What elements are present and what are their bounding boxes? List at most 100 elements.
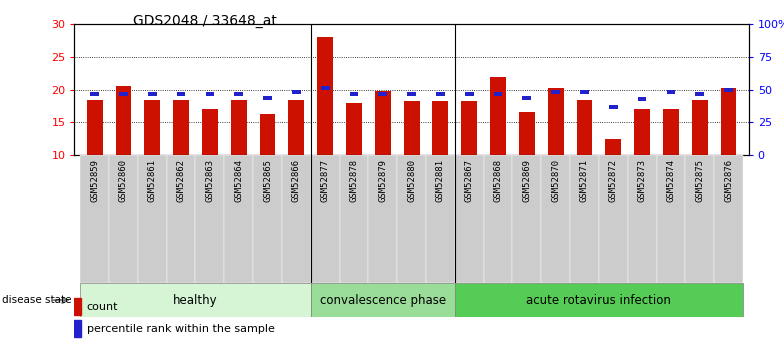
Bar xyxy=(628,155,656,283)
Text: GSM52875: GSM52875 xyxy=(695,159,704,202)
Bar xyxy=(714,155,743,283)
Bar xyxy=(339,155,368,283)
Bar xyxy=(461,101,477,221)
Text: GSM52877: GSM52877 xyxy=(321,159,329,202)
Bar xyxy=(656,155,685,283)
Text: GSM52868: GSM52868 xyxy=(494,159,503,202)
Bar xyxy=(119,92,128,96)
Bar xyxy=(321,86,329,90)
Text: GSM52860: GSM52860 xyxy=(119,159,128,202)
Bar xyxy=(436,92,445,96)
Bar xyxy=(80,155,109,283)
Bar xyxy=(318,37,333,221)
Bar xyxy=(609,105,618,109)
Bar xyxy=(350,92,358,96)
Bar xyxy=(513,155,541,283)
Bar xyxy=(202,109,218,221)
Bar xyxy=(519,112,535,221)
Bar xyxy=(548,88,564,221)
Text: GSM52872: GSM52872 xyxy=(609,159,618,202)
Bar xyxy=(663,109,679,221)
Bar xyxy=(230,99,247,221)
Text: GSM52871: GSM52871 xyxy=(580,159,589,202)
Bar xyxy=(195,155,224,283)
Bar xyxy=(691,99,708,221)
Text: count: count xyxy=(87,302,118,312)
Bar xyxy=(407,92,416,96)
Bar xyxy=(433,101,448,221)
Bar xyxy=(282,155,310,283)
Bar xyxy=(109,155,138,283)
Bar xyxy=(346,103,362,221)
Bar xyxy=(289,99,304,221)
Bar xyxy=(541,155,570,283)
Text: convalescence phase: convalescence phase xyxy=(320,294,446,307)
Bar xyxy=(253,155,282,283)
Bar xyxy=(167,155,195,283)
Bar xyxy=(551,90,560,94)
Bar xyxy=(522,96,532,99)
Bar xyxy=(74,298,82,315)
Text: GDS2048 / 33648_at: GDS2048 / 33648_at xyxy=(133,14,278,28)
Bar xyxy=(379,92,387,96)
Bar xyxy=(634,109,650,221)
Text: GSM52873: GSM52873 xyxy=(637,159,647,202)
Bar xyxy=(720,88,736,221)
Text: GSM52859: GSM52859 xyxy=(90,159,99,202)
Bar xyxy=(176,92,186,96)
Text: GSM52869: GSM52869 xyxy=(522,159,532,202)
Text: GSM52862: GSM52862 xyxy=(176,159,186,202)
Bar xyxy=(605,139,621,221)
Bar xyxy=(80,283,310,317)
Text: GSM52864: GSM52864 xyxy=(234,159,243,202)
Bar xyxy=(724,88,733,92)
Bar xyxy=(490,77,506,221)
Text: GSM52876: GSM52876 xyxy=(724,159,733,202)
Bar xyxy=(310,283,455,317)
Bar xyxy=(465,92,474,96)
Bar xyxy=(74,320,82,337)
Bar xyxy=(115,86,132,221)
Bar xyxy=(455,155,484,283)
Bar xyxy=(685,155,714,283)
Text: disease state: disease state xyxy=(2,295,72,305)
Text: GSM52863: GSM52863 xyxy=(205,159,214,202)
Bar xyxy=(494,92,503,96)
Bar xyxy=(695,92,704,96)
Bar xyxy=(138,155,167,283)
Bar xyxy=(144,99,160,221)
Bar xyxy=(426,155,455,283)
Text: GSM52866: GSM52866 xyxy=(292,159,301,202)
Bar xyxy=(580,90,589,94)
Text: GSM52870: GSM52870 xyxy=(551,159,561,202)
Text: percentile rank within the sample: percentile rank within the sample xyxy=(87,324,274,334)
Bar xyxy=(404,101,419,221)
Text: acute rotavirus infection: acute rotavirus infection xyxy=(526,294,671,307)
Bar xyxy=(375,91,390,221)
Text: GSM52865: GSM52865 xyxy=(263,159,272,202)
Text: GSM52867: GSM52867 xyxy=(465,159,474,202)
Bar xyxy=(234,92,243,96)
Text: GSM52879: GSM52879 xyxy=(379,159,387,202)
Bar xyxy=(90,92,99,96)
Bar xyxy=(260,114,275,221)
Bar xyxy=(637,97,647,101)
Bar xyxy=(263,96,272,99)
Text: GSM52881: GSM52881 xyxy=(436,159,445,202)
Bar xyxy=(310,155,339,283)
Bar xyxy=(292,90,301,94)
Text: GSM52880: GSM52880 xyxy=(407,159,416,202)
Bar xyxy=(576,99,593,221)
Bar xyxy=(599,155,628,283)
Bar xyxy=(205,92,214,96)
Bar xyxy=(224,155,253,283)
Text: GSM52878: GSM52878 xyxy=(350,159,358,202)
Bar xyxy=(666,90,675,94)
Bar xyxy=(570,155,599,283)
Bar xyxy=(484,155,513,283)
Text: GSM52874: GSM52874 xyxy=(666,159,676,202)
Bar xyxy=(87,99,103,221)
Bar xyxy=(173,99,189,221)
Text: GSM52861: GSM52861 xyxy=(147,159,157,202)
Bar xyxy=(455,283,743,317)
